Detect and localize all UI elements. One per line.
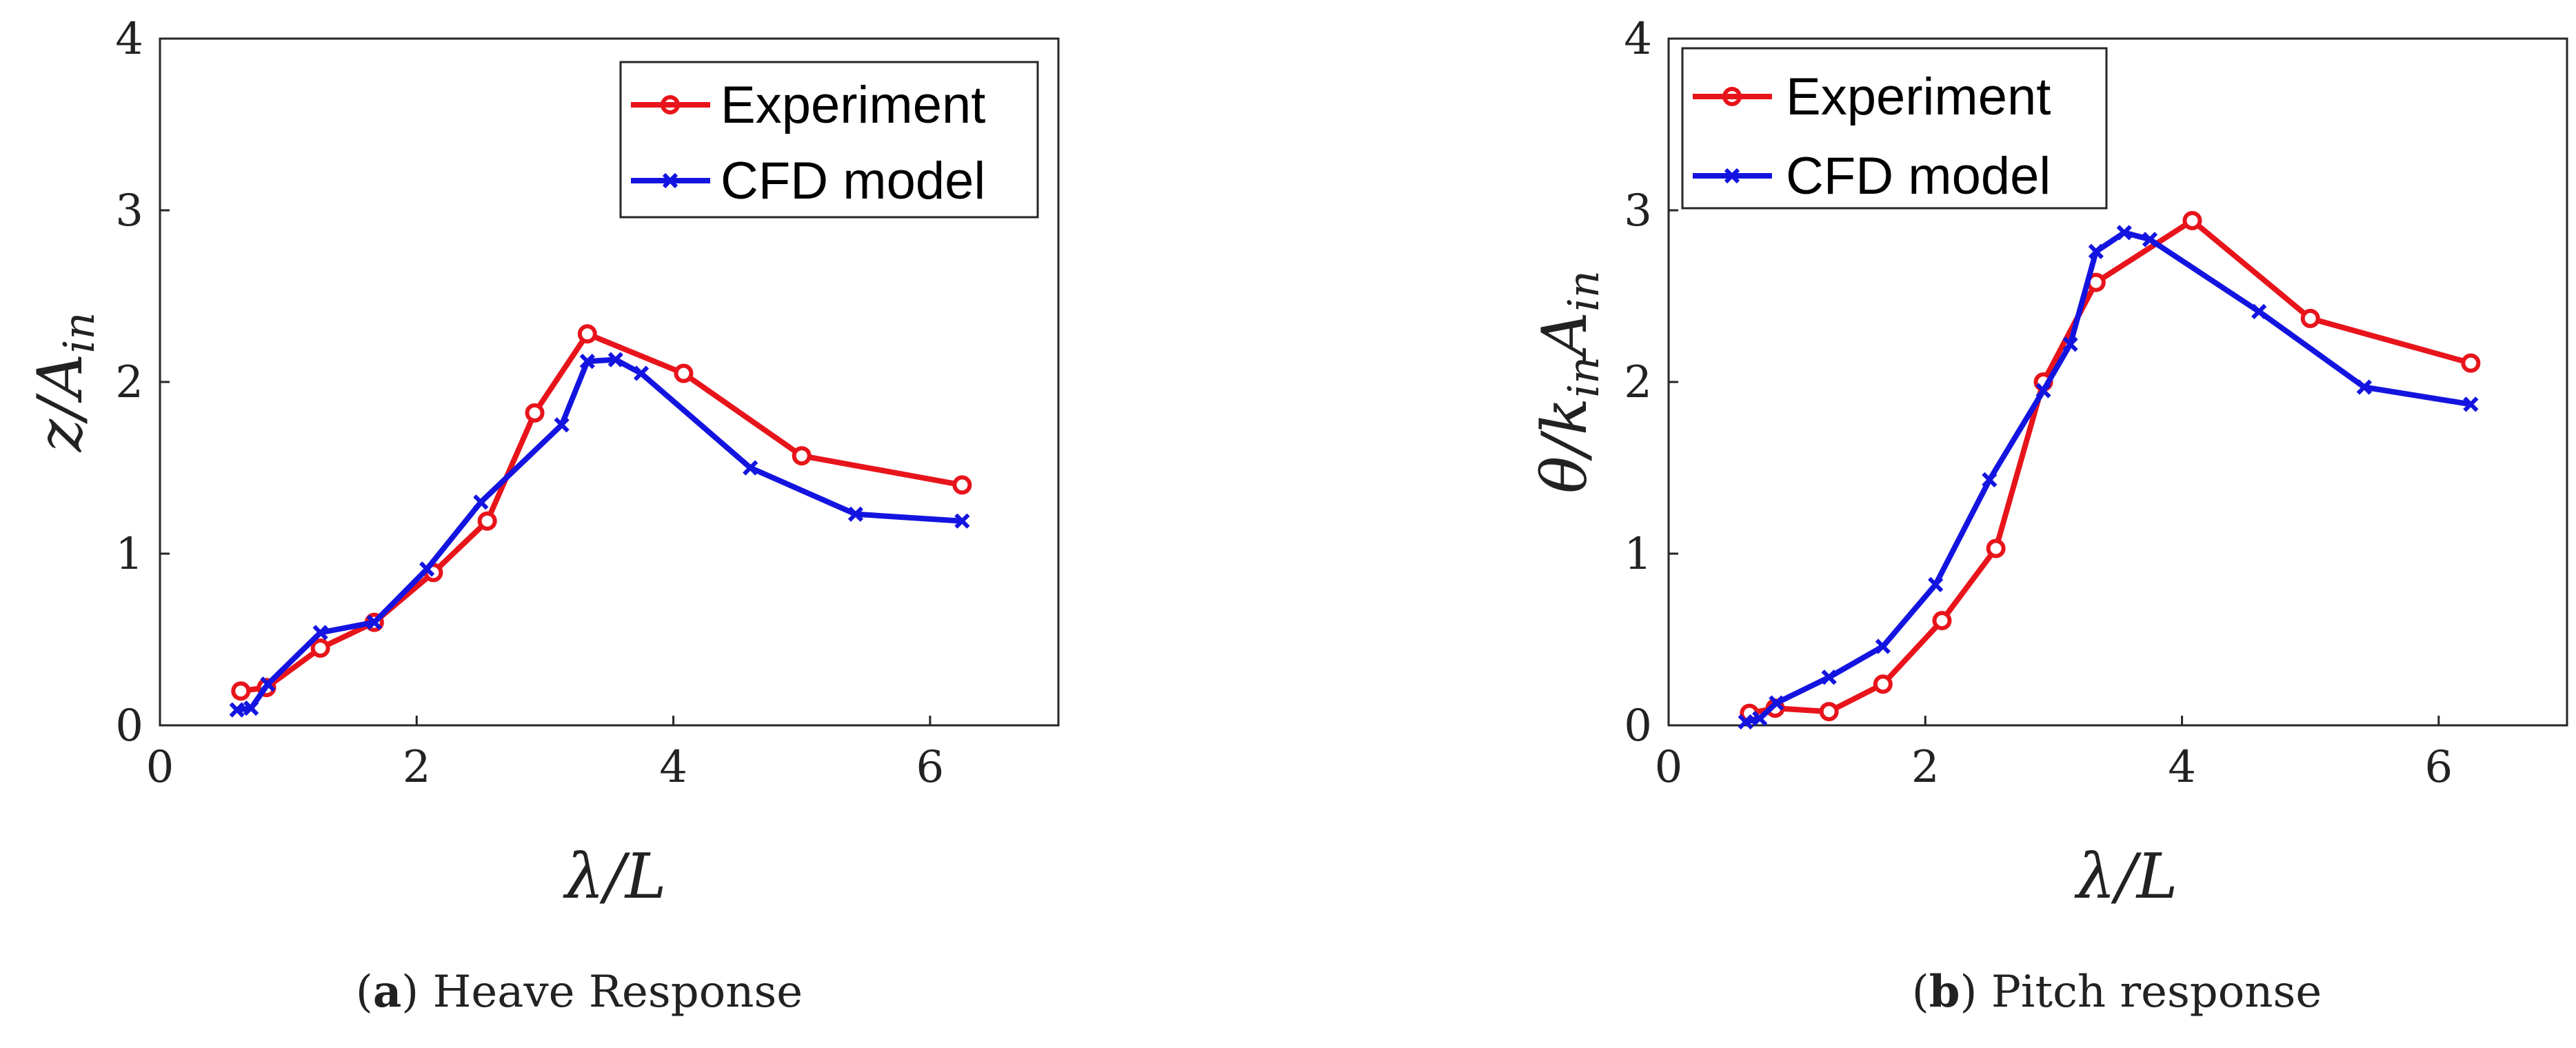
data-point-cfd-model: [312, 625, 328, 641]
x-tick-label: 2: [403, 742, 431, 793]
y-tick-label: 0: [115, 701, 143, 752]
data-point-cfd-model: [2062, 336, 2078, 352]
data-point-cfd-model: [743, 460, 758, 476]
panel-pitch: 0 2 4 6 0 1 2 3 4 λ/L θ/kinAin Experiment CFD mo…: [1529, 14, 2568, 1018]
y-axis-label: z/Ain: [24, 312, 104, 453]
data-point-experiment: [477, 511, 497, 531]
data-point-experiment: [1819, 702, 1839, 722]
data-point-experiment: [2461, 353, 2481, 373]
data-point-experiment: [2182, 210, 2202, 230]
data-point-cfd-model: [2116, 225, 2132, 241]
legend-experiment-marker: [1722, 87, 1742, 106]
chart-marks: 0 2 4 6 0 1 2 3 4: [1624, 14, 2481, 793]
data-point-cfd-model: [579, 353, 595, 370]
chart-marks: 0 2 4 6 0 1 2 3 4: [115, 14, 972, 793]
data-point-cfd-model: [366, 614, 382, 630]
y-tick-label: 4: [1624, 14, 1652, 65]
legend-box: [1681, 47, 2108, 210]
data-point-cfd-model: [1982, 472, 1998, 488]
data-point-experiment: [2300, 308, 2320, 328]
y-tick-label: 2: [115, 357, 143, 408]
series-line-cfd-model: [237, 356, 963, 713]
data-point-experiment: [577, 324, 597, 344]
data-point-experiment: [792, 446, 812, 466]
data-point-experiment: [674, 363, 694, 383]
y-tick-label: 1: [115, 529, 143, 580]
y-axis-label: θ/kinAin: [1529, 270, 1609, 494]
y-tick-label: 1: [1624, 529, 1652, 580]
data-point-cfd-model: [2356, 379, 2373, 395]
data-point-cfd-model: [1752, 710, 1768, 727]
legend-experiment-marker: [661, 95, 680, 114]
legend-experiment-label: Experiment: [1786, 68, 2051, 126]
data-point-cfd-model: [260, 676, 276, 692]
legend-cfd-marker: [1724, 168, 1740, 184]
data-point-cfd-model: [2463, 396, 2479, 412]
x-axis-label: λ/L: [563, 840, 666, 913]
y-tick-label: 0: [1624, 701, 1652, 752]
data-point-cfd-model: [1821, 669, 1837, 685]
data-point-cfd-model: [1875, 638, 1891, 654]
data-point-experiment: [310, 638, 330, 658]
data-point-cfd-model: [847, 506, 864, 522]
data-point-cfd-model: [607, 352, 623, 367]
y-tick-label: 2: [1624, 357, 1652, 408]
data-point-experiment: [525, 403, 545, 423]
x-tick-label: 4: [659, 742, 687, 793]
legend-cfd-label: CFD model: [1786, 147, 2051, 205]
data-point-cfd-model: [2251, 303, 2267, 320]
data-point-cfd-model: [2035, 383, 2051, 399]
data-point-cfd-model: [1769, 695, 1784, 711]
y-tick-label: 3: [115, 185, 143, 236]
data-point-cfd-model: [229, 702, 245, 718]
legend-cfd-marker: [662, 172, 678, 189]
data-point-experiment: [1873, 674, 1893, 694]
data-point-cfd-model: [243, 700, 259, 716]
x-tick-label: 0: [146, 742, 174, 793]
panel-caption: (a) Heave Response: [356, 966, 803, 1018]
x-tick-label: 6: [916, 742, 944, 793]
legend-box: [619, 61, 1039, 219]
data-point-experiment: [952, 475, 972, 495]
x-axis-label: λ/L: [2074, 840, 2177, 913]
data-point-cfd-model: [419, 561, 435, 577]
data-point-experiment: [1986, 538, 2006, 558]
data-point-cfd-model: [954, 513, 970, 529]
data-point-cfd-model: [1928, 576, 1944, 592]
data-point-experiment: [231, 681, 251, 701]
x-tick-label: 4: [2168, 742, 2196, 793]
data-point-cfd-model: [554, 417, 570, 433]
x-tick-label: 2: [1911, 742, 1940, 793]
legend: Experiment CFD model: [1681, 47, 2108, 210]
data-point-cfd-model: [473, 494, 489, 510]
data-point-cfd-model: [2088, 243, 2104, 259]
panel-heave: 0 2 4 6 0 1 2 3 4 λ/L z/Ain Experiment CFD model…: [24, 14, 1060, 1018]
legend-experiment-label: Experiment: [721, 76, 985, 134]
data-point-cfd-model: [2142, 232, 2158, 248]
panel-caption: (b) Pitch response: [1912, 966, 2322, 1018]
x-tick-label: 6: [2424, 742, 2453, 793]
data-point-cfd-model: [1738, 714, 1753, 730]
legend-cfd-label: CFD model: [721, 152, 985, 210]
legend: Experiment CFD model: [619, 61, 1039, 219]
data-point-experiment: [1932, 611, 1952, 631]
y-tick-label: 4: [115, 14, 143, 65]
y-tick-label: 3: [1624, 185, 1652, 236]
x-tick-label: 0: [1655, 742, 1683, 793]
data-point-cfd-model: [633, 365, 650, 381]
